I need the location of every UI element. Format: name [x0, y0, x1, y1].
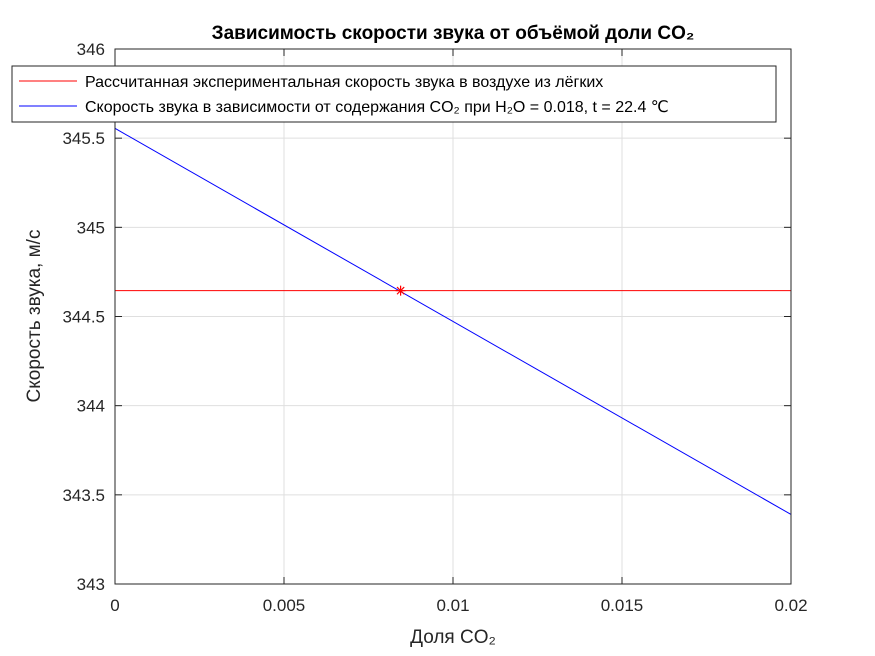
- intersection-marker: [395, 285, 406, 296]
- legend-label-co2-dependence: Скорость звука в зависимости от содержан…: [85, 99, 669, 116]
- x-tick-label: 0.015: [601, 596, 644, 615]
- y-tick-label: 343.5: [62, 486, 105, 505]
- y-tick-label: 344.5: [62, 308, 105, 327]
- chart-title: Зависимость скорости звука от объёмой до…: [212, 23, 695, 44]
- legend: Рассчитанная экспериментальная скорость …: [11, 65, 777, 123]
- x-tick-label: 0.01: [436, 596, 469, 615]
- x-tick-label: 0: [110, 596, 119, 615]
- y-axis-label: Скорость звука, м/с: [24, 230, 45, 403]
- legend-label-experimental: Рассчитанная экспериментальная скорость …: [85, 74, 603, 91]
- y-tick-label: 345: [77, 218, 105, 237]
- y-tick-label: 346: [77, 40, 105, 59]
- series-line-co2-dependence: [114, 127, 792, 515]
- x-tick-label: 0.02: [774, 596, 807, 615]
- series-lines: [114, 127, 792, 515]
- y-tick-label: 344: [77, 397, 105, 416]
- axis-ticks: 0 0.005 0.01 0.015 0.02 343 343.5 344 344.5 345 34…: [62, 40, 807, 615]
- x-axis-label: Доля CO₂: [410, 627, 496, 648]
- x-tick-label: 0.005: [263, 596, 306, 615]
- y-tick-label: 343: [77, 575, 105, 594]
- y-tick-label: 345.5: [62, 129, 105, 148]
- legend-box: [11, 65, 777, 123]
